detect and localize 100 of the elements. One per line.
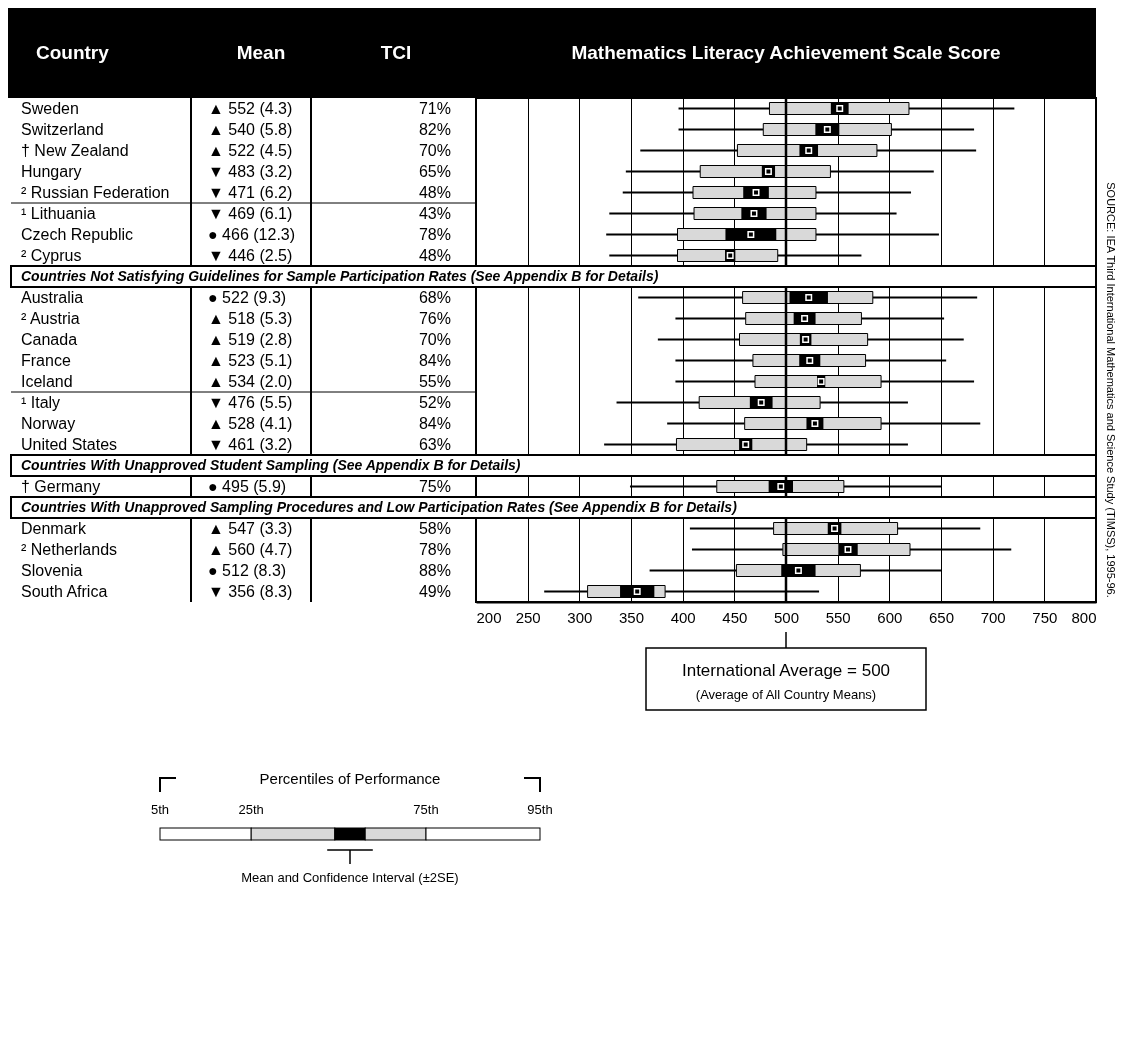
x-tick-label: 250	[515, 608, 541, 626]
text: 43%	[418, 204, 451, 222]
text: ▲ 540 (5.8)	[208, 120, 293, 138]
text: TCI	[380, 42, 412, 63]
text: 78%	[418, 540, 451, 558]
text: 84%	[418, 351, 451, 369]
y-tick-label: Czech Republic	[21, 225, 134, 243]
text: ▲ 519 (2.8)	[208, 330, 293, 348]
point	[831, 525, 839, 532]
y-tick-label: Countries Not Satisfying Guidelines for Sample Participation Rates (See Appendix B for Details)	[21, 267, 659, 284]
text: 71%	[418, 99, 451, 117]
text: ▲ 523 (5.1)	[208, 351, 293, 369]
text: ▲ 528 (4.1)	[208, 414, 293, 432]
y-tick-label: ² Austria	[21, 309, 80, 327]
x-tick-label: 750	[1032, 608, 1058, 626]
text: ▲ 534 (2.0)	[208, 372, 293, 390]
text: 48%	[418, 183, 451, 201]
text: 70%	[418, 141, 451, 159]
x-tick-label: 600	[877, 608, 903, 626]
y-tick-label: ¹ Italy	[21, 393, 61, 411]
y-tick-label: Countries With Unapproved Student Sampling (See Appendix B for Details)	[21, 456, 521, 473]
text: 63%	[418, 435, 451, 453]
text: ▲ 518 (5.3)	[208, 309, 293, 327]
y-tick-label: Slovenia	[21, 561, 83, 579]
y-tick-label: Hungary	[21, 162, 82, 180]
y-tick-label: Sweden	[21, 99, 79, 117]
text: ▼ 461 (3.2)	[208, 435, 293, 453]
y-tick-label: Iceland	[21, 372, 73, 390]
text: (Average of All Country Means)	[695, 687, 877, 702]
point	[801, 315, 809, 322]
x-tick-label: 400	[670, 608, 696, 626]
text: ▼ 471 (6.2)	[208, 183, 293, 201]
text: 48%	[418, 246, 451, 264]
y-tick-label: United States	[21, 435, 118, 453]
point	[823, 126, 831, 133]
point	[750, 210, 758, 217]
x-tick-label: 700	[980, 608, 1006, 626]
point	[777, 483, 785, 490]
point	[757, 399, 765, 406]
text: ▲ 547 (3.3)	[208, 519, 293, 537]
x-tick-label: 300	[567, 608, 593, 626]
text: ▼ 469 (6.1)	[208, 204, 293, 222]
y-tick-label: ² Cyprus	[21, 246, 82, 264]
text: ▼ 356 (8.3)	[208, 582, 293, 600]
x-tick-label: 650	[928, 608, 955, 626]
ref-line-label: International Average = 500	[681, 661, 891, 680]
y-tick-label: ² Russian Federation	[21, 183, 170, 201]
text: 78%	[418, 225, 451, 243]
text: ▲ 522 (4.5)	[208, 141, 293, 159]
y-tick-label: Denmark	[21, 519, 87, 537]
text: 88%	[418, 561, 451, 579]
text: 49%	[418, 582, 451, 600]
text: 58%	[418, 519, 451, 537]
y-tick-label: ¹ Lithuania	[21, 204, 96, 222]
text: ● 495 (5.9)	[208, 477, 287, 495]
point	[794, 567, 802, 574]
y-tick-label: Canada	[21, 330, 78, 348]
point	[752, 189, 760, 196]
text: ▼ 446 (2.5)	[208, 246, 293, 264]
text: 84%	[418, 414, 451, 432]
text: ▼ 476 (5.5)	[208, 393, 293, 411]
point	[844, 546, 852, 553]
text: ▼ 483 (3.2)	[208, 162, 293, 180]
y-tick-label: Norway	[21, 414, 76, 432]
y-tick-label: South Africa	[21, 582, 108, 600]
text: 55%	[418, 372, 451, 390]
point	[806, 357, 814, 364]
point	[633, 588, 641, 595]
y-tick-label: ² Netherlands	[21, 540, 118, 558]
text: ● 512 (8.3)	[208, 561, 287, 579]
y-tick-label: Countries With Unapproved Sampling Procedures and Low Participation Rates (See Appendix B for Details)	[21, 498, 738, 515]
text: 75%	[418, 477, 451, 495]
x-tick-label: 500	[773, 608, 800, 626]
text: ▲ 560 (4.7)	[208, 540, 293, 558]
text: 52%	[418, 393, 451, 411]
x-tick-label: 350	[618, 608, 645, 626]
point	[805, 147, 813, 154]
y-tick-label: † New Zealand	[21, 141, 129, 159]
x-tick-label: 200	[476, 608, 502, 626]
y-tick-label: Switzerland	[21, 120, 104, 138]
text: 68%	[418, 288, 451, 306]
text: 70%	[418, 330, 451, 348]
text: 76%	[418, 309, 451, 327]
text: ▲ 552 (4.3)	[208, 99, 293, 117]
y-tick-label: Australia	[21, 288, 84, 306]
point	[805, 294, 813, 301]
y-tick-label: † Germany	[21, 477, 101, 495]
point	[764, 168, 772, 175]
x-tick-label: 800	[1071, 608, 1097, 626]
text: 65%	[418, 162, 451, 180]
text: ● 522 (9.3)	[208, 288, 287, 306]
text: Mean	[236, 42, 286, 63]
point	[836, 105, 844, 112]
point	[747, 231, 755, 238]
y-tick-label: France	[21, 351, 71, 369]
text: 82%	[418, 120, 451, 138]
y-axis-title: Country	[36, 42, 110, 63]
source-note: SOURCE: IEA Third International Mathematics and Science Study (TIMSS), 1995-96.	[1105, 182, 1117, 598]
percentile-key-diagram: Percentiles of Performance 5th 25th 75th 95th Mean and Confidence Interval (±2SE)	[140, 770, 560, 910]
x-tick-label: 450	[722, 608, 748, 626]
